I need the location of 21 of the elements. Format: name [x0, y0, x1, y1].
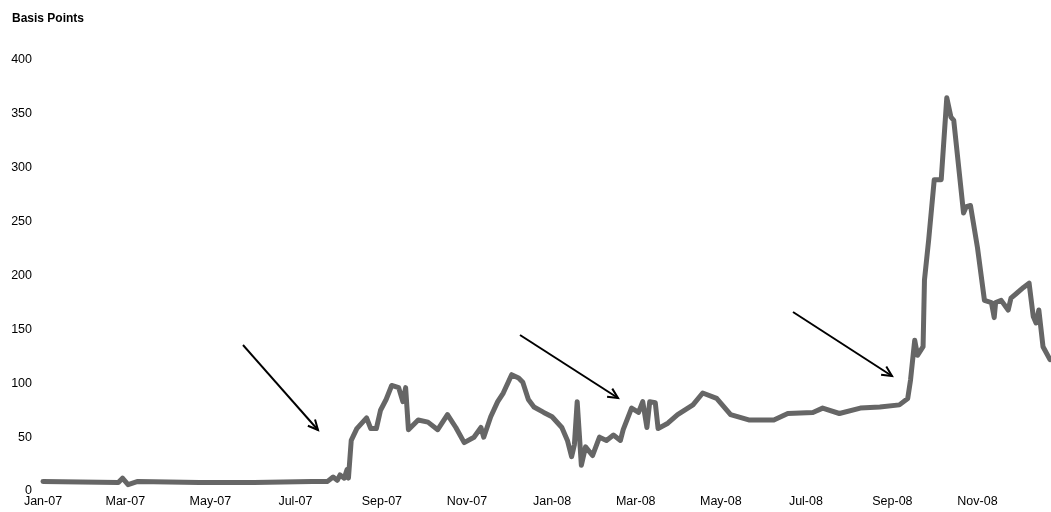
y-axis-title: Basis Points	[12, 11, 85, 25]
x-tick-label: May-08	[700, 494, 742, 508]
y-tick-label: 50	[18, 429, 33, 444]
y-tick-label: 250	[11, 214, 33, 228]
x-tick-label: Jan-08	[532, 494, 572, 508]
y-tick-label: 400	[11, 52, 33, 67]
x-tick-label: Nov-08	[957, 494, 998, 508]
x-tick-label: Sep-08	[872, 494, 913, 508]
x-tick-label: Jul-08	[788, 494, 823, 508]
x-tick-label: Mar-08	[615, 494, 656, 508]
x-tick-label: Sep-07	[361, 494, 403, 508]
x-tick-label: Jan-07	[23, 494, 63, 508]
x-tick-label: May-07	[189, 494, 232, 508]
y-tick-label: 150	[11, 321, 33, 336]
x-tick-label: Jul-07	[278, 494, 313, 508]
y-tick-label: 200	[11, 267, 33, 282]
y-tick-label: 350	[11, 106, 33, 121]
x-tick-label: Nov-07	[446, 494, 488, 508]
y-tick-label: 100	[11, 375, 33, 390]
y-tick-label: 300	[11, 160, 33, 175]
x-tick-label: Mar-07	[105, 494, 146, 508]
